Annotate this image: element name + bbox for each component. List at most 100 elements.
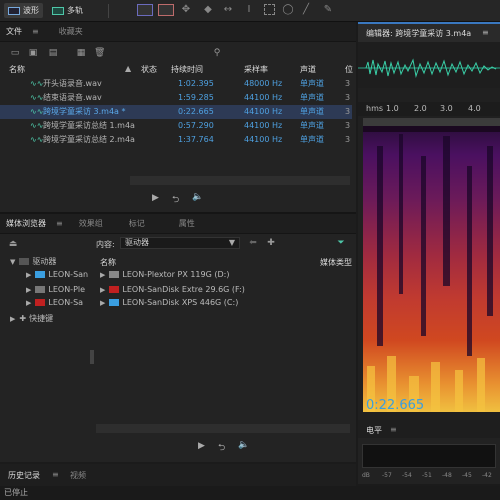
waveform-overview[interactable] [358, 42, 500, 88]
drive-list-item[interactable]: ▶ LEON-SanDisk XPS 446G (C:) [100, 298, 238, 307]
editor-panel: 编辑器: 跨境学童采访 3.m4a ≡ hms 1.0 2.0 3.0 4.0 [358, 22, 500, 420]
col-status[interactable]: 状态 [141, 65, 157, 74]
waveform-mode-button[interactable]: 波形 [4, 3, 43, 18]
horizontal-scrollbar[interactable] [96, 424, 350, 433]
drive-icon [109, 286, 120, 293]
tab-markers[interactable]: 标记 [128, 218, 145, 228]
delete-icon[interactable]: 🗑 [94, 48, 106, 58]
tab-files[interactable]: 文件 [6, 26, 22, 36]
drive-icon [35, 286, 46, 293]
open-file-icon[interactable]: ▣ [28, 48, 38, 58]
level-meter-bar [362, 444, 496, 468]
level-tick: dB [362, 472, 370, 479]
drive-list-item[interactable]: ▶ LEON-SanDisk Extre 29.6G (F:) [100, 285, 245, 294]
col-media-type[interactable]: 媒体类型 [320, 258, 352, 267]
multitrack-icon [52, 6, 64, 15]
chevron-right-icon: ▶ [100, 299, 106, 307]
razor-tool-icon[interactable]: ◆ [204, 4, 212, 15]
files-header: 名称 ▲ 状态 持续时间 采样率 声道 位 [0, 64, 356, 76]
tab-effects-rack[interactable]: 效果组 [78, 218, 103, 228]
auto-play-icon[interactable]: 🔈 [192, 192, 204, 202]
file-row[interactable]: ∿∿ 开头语录音.wav 1:02.395 48000 Hz 单声道 3 [0, 77, 352, 91]
tree-item-drive[interactable]: ▶ LEON-Ple [26, 285, 85, 294]
spectral-display[interactable] [363, 126, 500, 412]
status-text: 已停止 [4, 488, 28, 497]
pitch-display-icon[interactable] [158, 4, 174, 16]
filter-icon[interactable]: ⏷ [337, 238, 345, 248]
drive-list-item[interactable]: ▶ LEON-Plextor PX 119G (D:) [100, 270, 229, 279]
tab-properties[interactable]: 属性 [178, 218, 195, 228]
col-duration[interactable]: 持续时间 [171, 65, 203, 74]
ruler-label: 1.0 [386, 104, 399, 113]
file-row-selected[interactable]: ∿∿ 跨境学童采访 3.m4a * 0:22.665 44100 Hz 单声道 … [0, 105, 352, 119]
sort-ascending-icon[interactable]: ▲ [125, 64, 132, 73]
tree-item-shortcuts[interactable]: ▶ ✚ 快捷键 [10, 313, 53, 324]
tree-item-drive[interactable]: ▶ LEON-Sa [26, 298, 83, 307]
time-selection-tool-icon[interactable]: I [247, 4, 251, 15]
loop-icon[interactable]: ⮌ [218, 443, 226, 453]
open-folder-icon[interactable]: ⏏ [8, 239, 18, 249]
tab-video[interactable]: 视频 [70, 471, 86, 480]
add-shortcut-icon[interactable]: ✚ [267, 238, 275, 248]
play-icon[interactable]: ▶ [198, 441, 205, 451]
file-row[interactable]: ∿∿ 跨境学童采访总结 2.m4a 1:37.764 44100 Hz 单声道 … [0, 133, 352, 147]
horizontal-scrollbar[interactable] [130, 176, 350, 185]
ruler-label: 2.0 [414, 104, 427, 113]
insert-icon[interactable]: ▦ [76, 48, 86, 58]
media-tabbar: 媒体浏览器 ≡ 效果组 标记 属性 [0, 214, 356, 234]
panel-menu-icon[interactable]: ≡ [390, 425, 397, 434]
level-tick: -45 [462, 472, 472, 479]
panel-menu-icon[interactable]: ≡ [52, 470, 59, 479]
ruler-label: 3.0 [440, 104, 453, 113]
tab-history[interactable]: 历史记录 [8, 471, 40, 480]
file-row[interactable]: ∿∿ 结束语录音.wav 1:59.285 44100 Hz 单声道 3 [0, 91, 352, 105]
panel-menu-icon[interactable]: ≡ [482, 28, 489, 37]
multitrack-mode-button[interactable]: 多轨 [48, 3, 87, 18]
tree-item-drive[interactable]: ▶ LEON-San [26, 270, 88, 279]
panel-divider [0, 212, 356, 214]
play-icon[interactable]: ▶ [152, 193, 159, 203]
new-file-icon[interactable]: ▭ [10, 48, 20, 58]
level-title: 电平 [366, 426, 382, 435]
import-file-icon[interactable]: ▤ [48, 48, 58, 58]
file-bit-depth: 3 [345, 79, 351, 88]
toolbar-divider [108, 4, 109, 18]
tree-item-drives[interactable]: ▼ 驱动器 [10, 256, 56, 267]
chevron-right-icon: ▶ [26, 271, 32, 279]
content-dropdown[interactable]: 驱动器 ▼ [120, 237, 240, 249]
time-ruler[interactable]: hms 1.0 2.0 3.0 4.0 [358, 102, 500, 116]
brush-tool-icon[interactable]: ╱ [302, 4, 310, 15]
tree-label: 驱动器 [32, 257, 57, 266]
spectral-display-icon[interactable] [137, 4, 153, 16]
col-name[interactable]: 名称 [9, 65, 25, 74]
file-sample-rate: 44100 Hz [244, 107, 283, 116]
waveform-mode-label: 波形 [23, 6, 39, 15]
lasso-tool-icon[interactable]: ◯ [282, 4, 294, 15]
spot-healing-tool-icon[interactable]: ✎ [323, 4, 333, 15]
col-name[interactable]: 名称 [100, 258, 116, 267]
col-bit-depth[interactable]: 位 [345, 65, 353, 74]
slip-tool-icon[interactable]: ↔ [223, 4, 233, 15]
file-channels: 单声道 [300, 135, 324, 144]
move-tool-icon[interactable]: ✥ [181, 4, 191, 15]
drive-icon [35, 299, 46, 306]
file-row[interactable]: ∿∿ 跨境学童采访总结 1.m4a 0:57.290 44100 Hz 单声道 … [0, 119, 352, 133]
col-sample-rate[interactable]: 采样率 [244, 65, 268, 74]
loop-icon[interactable]: ⮌ [172, 195, 180, 205]
marquee-tool-icon[interactable] [264, 4, 275, 15]
auto-play-icon[interactable]: 🔈 [238, 440, 250, 450]
panel-menu-icon[interactable]: ≡ [32, 27, 39, 36]
vertical-scrollbar[interactable] [90, 350, 94, 364]
file-sample-rate: 44100 Hz [244, 93, 283, 102]
tab-favorites[interactable]: 收藏夹 [58, 26, 83, 36]
tree-label: LEON-Sa [48, 298, 84, 307]
tab-media-browser[interactable]: 媒体浏览器 [6, 218, 46, 228]
time-selection-bar[interactable] [363, 118, 500, 126]
editor-title: 编辑器: 跨境学童采访 3.m4a [366, 29, 472, 38]
editor-tab[interactable]: 编辑器: 跨境学童采访 3.m4a ≡ [358, 22, 500, 42]
back-arrow-icon[interactable]: ⬅ [249, 238, 257, 248]
panel-menu-icon[interactable]: ≡ [56, 219, 63, 228]
col-channels[interactable]: 声道 [300, 65, 316, 74]
search-icon[interactable]: ⚲ [213, 48, 221, 58]
current-time-display: 0:22.665 [366, 398, 425, 413]
